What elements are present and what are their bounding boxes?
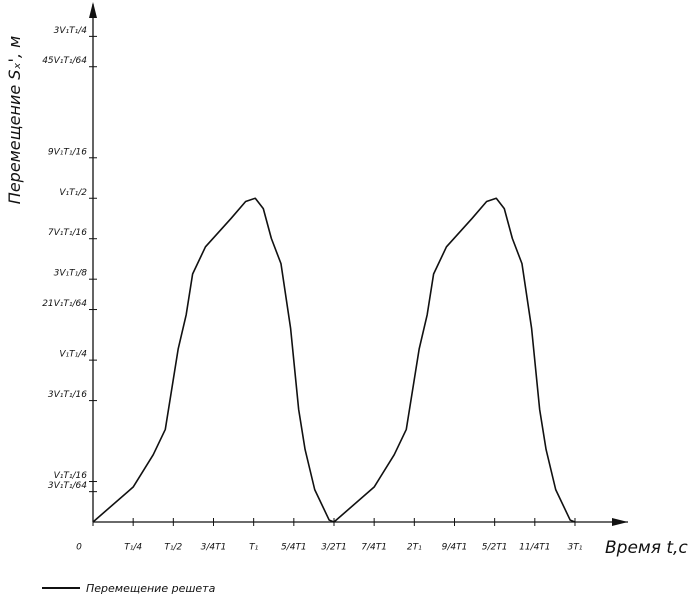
x-tick-label: 3/4T1 <box>201 543 227 553</box>
y-arrow <box>89 2 97 18</box>
y-tick-label: V₁T₁/4 <box>59 350 87 360</box>
x-tick-label: 7/4T1 <box>361 543 387 553</box>
legend-label: Перемещение решета <box>86 582 216 595</box>
y-tick-label: 9V₁T₁/16 <box>48 147 87 157</box>
y-tick-label: 45V₁T₁/64 <box>42 56 87 66</box>
x-tick-label: 2T₁ <box>407 543 422 553</box>
x-tick-label: 5/2T1 <box>482 543 508 553</box>
y-axis-label: Перемещение Sₓ', м <box>5 36 24 204</box>
y-tick-label: V₁T₁/2 <box>59 188 87 198</box>
x-tick-label: 9/4T1 <box>442 543 468 553</box>
x-tick-label: 3/2T1 <box>321 543 347 553</box>
x-tick-label: T₁/2 <box>164 543 182 553</box>
series-line <box>92 197 576 523</box>
y-tick-label: 21V₁T₁/64 <box>42 299 87 309</box>
y-tick-label: 3V₁T₁/8 <box>54 269 88 279</box>
x-tick-label: 0 <box>76 543 82 553</box>
x-tick-label: 3T₁ <box>568 543 583 553</box>
x-tick-label: 5/4T1 <box>281 543 307 553</box>
x-tick-label: T₁/4 <box>124 543 142 553</box>
y-tick-label: 3V₁T₁/4 <box>54 26 88 36</box>
x-axis-label: Время t,с <box>605 538 688 558</box>
y-tick-label: 7V₁T₁/16 <box>48 228 87 238</box>
y-tick-label: 3V₁T₁/16 <box>48 390 87 400</box>
y-tick-label: V₁T₁/16 <box>54 471 88 481</box>
x-tick-label: 11/4T1 <box>519 543 550 553</box>
y-tick-label: 3V₁T₁/64 <box>48 481 87 491</box>
x-arrow <box>612 518 628 526</box>
x-tick-label: T₁ <box>249 543 258 553</box>
